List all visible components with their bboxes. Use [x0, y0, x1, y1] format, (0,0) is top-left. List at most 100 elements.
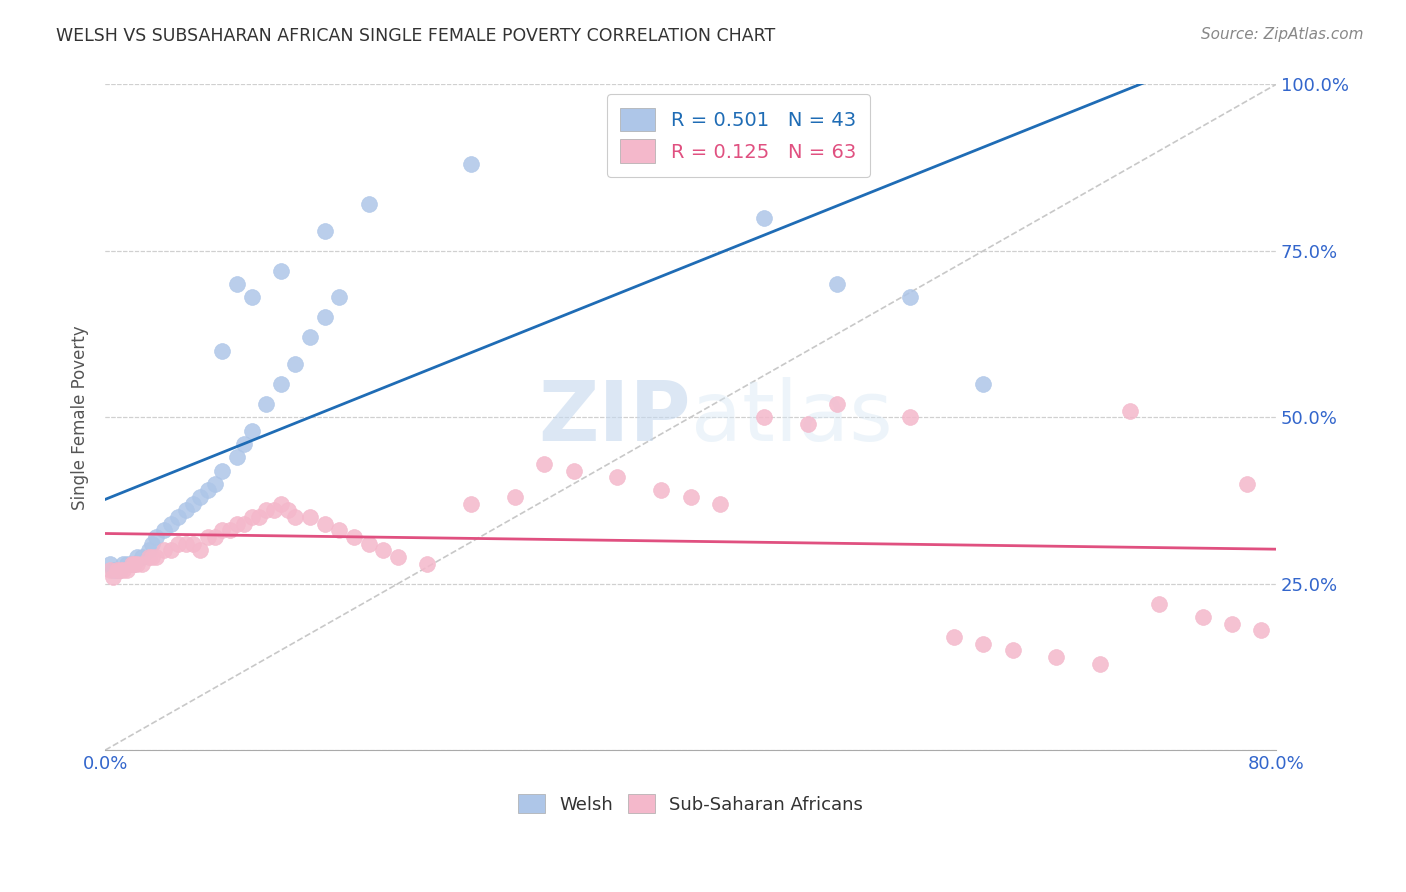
Point	[679, 490, 702, 504]
Point	[160, 543, 183, 558]
Point	[111, 563, 134, 577]
Point	[226, 516, 249, 531]
Point	[357, 197, 380, 211]
Point	[233, 437, 256, 451]
Point	[1220, 616, 1243, 631]
Point	[188, 490, 211, 504]
Point	[328, 524, 350, 538]
Point	[218, 524, 240, 538]
Point	[533, 457, 555, 471]
Point	[124, 557, 146, 571]
Point	[211, 524, 233, 538]
Point	[167, 537, 190, 551]
Point	[181, 497, 204, 511]
Point	[650, 483, 672, 498]
Point	[111, 557, 134, 571]
Point	[1118, 403, 1140, 417]
Point	[211, 343, 233, 358]
Point	[152, 524, 174, 538]
Point	[121, 557, 143, 571]
Point	[796, 417, 818, 431]
Point	[98, 557, 121, 571]
Legend: Welsh, Sub-Saharan Africans: Welsh, Sub-Saharan Africans	[510, 787, 870, 821]
Point	[160, 516, 183, 531]
Point	[460, 497, 482, 511]
Point	[1090, 657, 1112, 671]
Point	[254, 503, 277, 517]
Point	[1045, 649, 1067, 664]
Point	[124, 557, 146, 571]
Point	[105, 563, 128, 577]
Point	[709, 497, 731, 511]
Point	[131, 549, 153, 564]
Point	[606, 137, 628, 152]
Point	[226, 450, 249, 465]
Point	[197, 530, 219, 544]
Point	[343, 530, 366, 544]
Point	[233, 516, 256, 531]
Point	[204, 476, 226, 491]
Point	[115, 563, 138, 577]
Text: Source: ZipAtlas.com: Source: ZipAtlas.com	[1201, 27, 1364, 42]
Point	[270, 497, 292, 511]
Point	[167, 510, 190, 524]
Point	[115, 557, 138, 571]
Text: ZIP: ZIP	[538, 376, 690, 458]
Point	[108, 563, 131, 577]
Y-axis label: Single Female Poverty: Single Female Poverty	[72, 325, 89, 509]
Point	[254, 397, 277, 411]
Point	[752, 410, 775, 425]
Point	[101, 570, 124, 584]
Point	[141, 537, 163, 551]
Point	[131, 557, 153, 571]
Point	[127, 549, 149, 564]
Point	[211, 463, 233, 477]
Point	[174, 503, 197, 517]
Point	[328, 290, 350, 304]
Point	[972, 376, 994, 391]
Point	[98, 563, 121, 577]
Point	[174, 537, 197, 551]
Point	[825, 397, 848, 411]
Point	[1001, 643, 1024, 657]
Point	[357, 537, 380, 551]
Point	[240, 290, 263, 304]
Point	[121, 557, 143, 571]
Point	[1191, 610, 1213, 624]
Point	[1147, 597, 1170, 611]
Point	[898, 290, 921, 304]
Point	[373, 543, 395, 558]
Point	[138, 543, 160, 558]
Point	[138, 549, 160, 564]
Point	[460, 157, 482, 171]
Point	[270, 264, 292, 278]
Point	[943, 630, 966, 644]
Point	[387, 549, 409, 564]
Text: WELSH VS SUBSAHARAN AFRICAN SINGLE FEMALE POVERTY CORRELATION CHART: WELSH VS SUBSAHARAN AFRICAN SINGLE FEMAL…	[56, 27, 776, 45]
Point	[752, 211, 775, 225]
Point	[562, 463, 585, 477]
Point	[314, 516, 336, 531]
Point	[299, 510, 322, 524]
Point	[141, 549, 163, 564]
Point	[416, 557, 439, 571]
Point	[299, 330, 322, 344]
Point	[197, 483, 219, 498]
Point	[284, 357, 307, 371]
Point	[263, 503, 285, 517]
Point	[108, 563, 131, 577]
Point	[1250, 624, 1272, 638]
Point	[606, 470, 628, 484]
Point	[240, 424, 263, 438]
Point	[825, 277, 848, 292]
Point	[503, 490, 526, 504]
Point	[972, 637, 994, 651]
Point	[314, 224, 336, 238]
Point	[105, 563, 128, 577]
Point	[204, 530, 226, 544]
Point	[152, 543, 174, 558]
Point	[101, 563, 124, 577]
Point	[314, 310, 336, 325]
Text: atlas: atlas	[690, 376, 893, 458]
Point	[277, 503, 299, 517]
